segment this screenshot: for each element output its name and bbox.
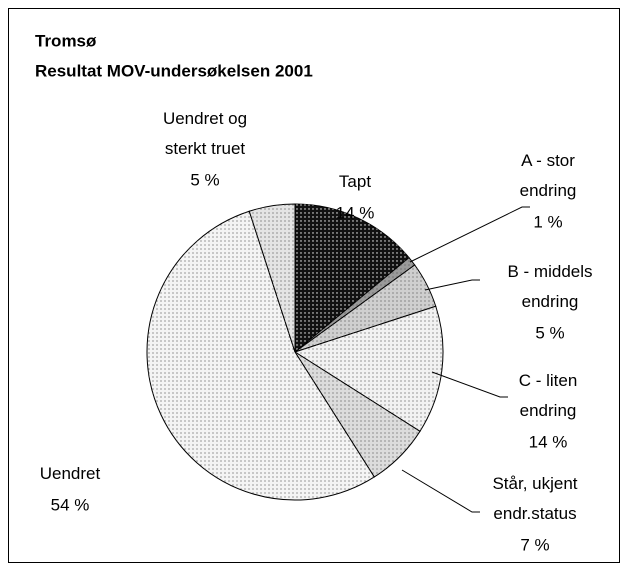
slice-label: A - stor endring xyxy=(520,151,577,200)
leader-line xyxy=(424,279,480,291)
slice-value-label: 14 % xyxy=(529,432,568,451)
slice-label: C - liten endring xyxy=(519,371,578,420)
leader-line xyxy=(431,371,508,398)
slice-value-label: 5 % xyxy=(190,170,219,189)
slice-value-label: 1 % xyxy=(533,212,562,231)
slice-label: Uendret og sterkt truet xyxy=(163,109,247,158)
slice-value-label: 14 % xyxy=(336,203,375,222)
chart-title: Tromsø xyxy=(35,31,97,50)
leader-line xyxy=(401,469,480,513)
slice-label: Uendret xyxy=(40,464,101,483)
slice-value-label: 54 % xyxy=(51,495,90,514)
leader-line xyxy=(409,206,530,263)
slice-label: Står, ukjent endr.status xyxy=(492,474,577,523)
chart-subtitle: Resultat MOV-undersøkelsen 2001 xyxy=(35,61,313,80)
slice-value-label: 5 % xyxy=(535,323,564,342)
slice-label: Tapt xyxy=(339,172,371,191)
slice-label: B - middels endring xyxy=(507,262,592,311)
slice-value-label: 7 % xyxy=(520,535,549,554)
